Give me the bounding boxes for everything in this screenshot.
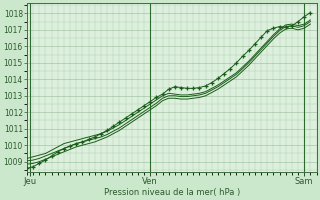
X-axis label: Pression niveau de la mer( hPa ): Pression niveau de la mer( hPa ): [104, 188, 240, 197]
